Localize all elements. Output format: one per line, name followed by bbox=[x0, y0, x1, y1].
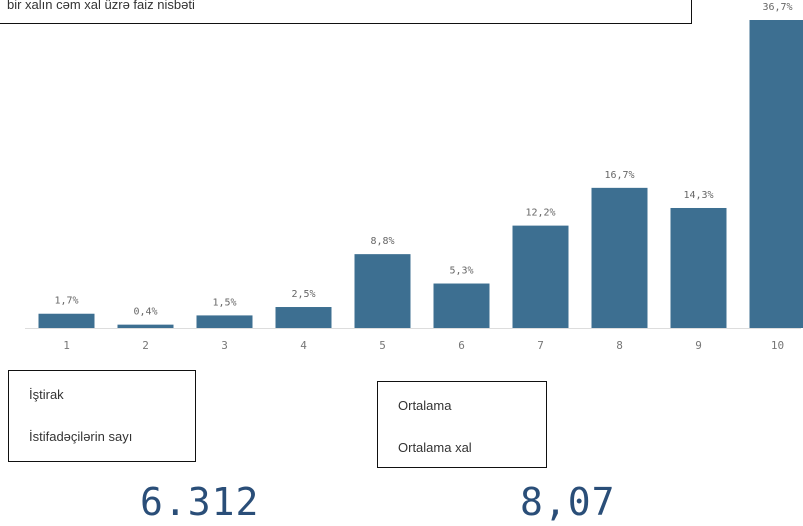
bar-10 bbox=[749, 20, 803, 328]
participation-kpi-box: İştirak İstifadəçilərin sayı bbox=[8, 370, 196, 462]
average-title: Ortalama bbox=[398, 398, 452, 413]
value-label-4: 2,5% bbox=[291, 289, 315, 300]
bar-1 bbox=[38, 313, 95, 328]
average-kpi-box: Ortalama Ortalama xal bbox=[377, 381, 547, 468]
user-count-value: 6.312 bbox=[140, 480, 260, 524]
bar-chart: 1,7% 0,4% 1,5% 2,5% 8,8% 5,3% 12,2% 16,7% 14,3% 3… bbox=[25, 2, 803, 352]
x-tick-4: 4 bbox=[300, 339, 307, 352]
bar-8 bbox=[591, 187, 648, 328]
value-label-8: 16,7% bbox=[604, 170, 634, 181]
chart-title-box: bir xalın cəm xal üzrə faiz nisbəti bbox=[0, 0, 692, 24]
bar-3 bbox=[196, 315, 253, 328]
user-count-label: İstifadəçilərin sayı bbox=[29, 429, 133, 444]
x-tick-10: 10 bbox=[771, 339, 784, 352]
x-tick-3: 3 bbox=[221, 339, 228, 352]
x-tick-labels-group: 1 2 3 4 5 6 7 8 9 10 bbox=[63, 339, 784, 352]
chart-title: bir xalın cəm xal üzrə faiz nisbəti bbox=[7, 0, 195, 12]
average-score-value: 8,07 bbox=[520, 480, 616, 524]
bar-9 bbox=[670, 207, 727, 328]
value-label-3: 1,5% bbox=[212, 297, 236, 308]
x-tick-6: 6 bbox=[458, 339, 465, 352]
value-label-10: 36,7% bbox=[762, 2, 792, 13]
value-label-6: 5,3% bbox=[449, 266, 473, 277]
bar-7 bbox=[512, 225, 569, 328]
bars-group bbox=[38, 20, 803, 328]
bar-6 bbox=[433, 283, 490, 328]
value-label-9: 14,3% bbox=[683, 190, 713, 201]
bar-5 bbox=[354, 254, 411, 328]
x-tick-9: 9 bbox=[695, 339, 702, 352]
participation-title: İştirak bbox=[29, 387, 64, 402]
value-label-5: 8,8% bbox=[370, 236, 394, 247]
x-tick-1: 1 bbox=[63, 339, 70, 352]
x-tick-2: 2 bbox=[142, 339, 149, 352]
x-tick-7: 7 bbox=[537, 339, 544, 352]
x-tick-8: 8 bbox=[616, 339, 623, 352]
bar-4 bbox=[275, 307, 332, 328]
value-label-2: 0,4% bbox=[133, 307, 157, 318]
value-label-1: 1,7% bbox=[54, 296, 78, 307]
bar-2 bbox=[117, 324, 174, 328]
value-labels-group: 1,7% 0,4% 1,5% 2,5% 8,8% 5,3% 12,2% 16,7% 14,3% 3… bbox=[54, 2, 792, 318]
x-tick-5: 5 bbox=[379, 339, 386, 352]
value-label-7: 12,2% bbox=[525, 208, 555, 219]
average-score-label: Ortalama xal bbox=[398, 440, 472, 455]
